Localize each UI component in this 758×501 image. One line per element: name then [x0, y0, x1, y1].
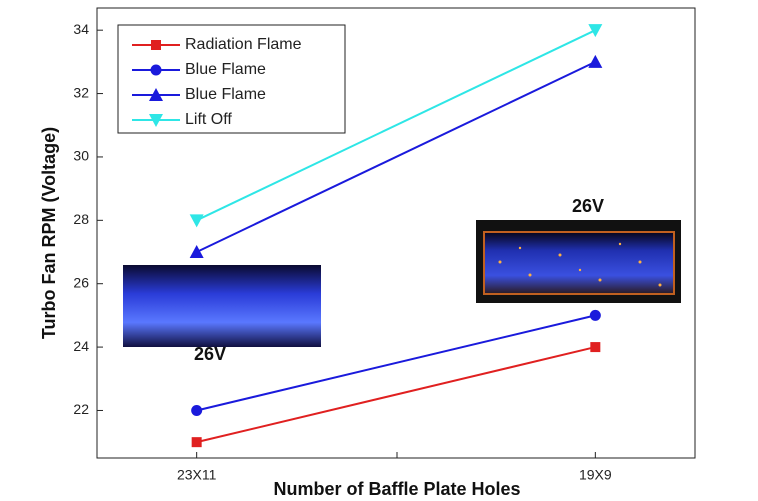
marker — [191, 437, 202, 448]
plot-frame — [96, 7, 696, 459]
y-tick-label: 34 — [73, 21, 89, 37]
legend-label: Blue Flame — [185, 86, 266, 103]
y-tick-label: 24 — [73, 338, 89, 354]
line — [196, 60, 596, 253]
line — [196, 314, 596, 412]
y-tick-label: 28 — [73, 211, 89, 227]
flame-photo — [123, 265, 321, 347]
x-axis-title: Number of Baffle Plate Holes — [273, 479, 520, 499]
marker — [589, 309, 601, 321]
marker — [588, 24, 603, 38]
marker — [149, 88, 163, 101]
legend: Radiation Flame Blue Flame Blue Flame Lift … — [117, 24, 346, 134]
marker — [149, 114, 163, 127]
legend-label: Lift Off — [185, 111, 232, 128]
marker — [590, 342, 601, 353]
legend-label: Radiation Flame — [185, 36, 302, 53]
marker — [150, 64, 162, 76]
y-tick-label: 22 — [73, 401, 89, 417]
y-axis-title: Turbo Fan RPM (Voltage) — [39, 127, 59, 339]
marker — [189, 214, 204, 228]
marker — [191, 404, 203, 416]
flame-sparks — [498, 242, 662, 287]
y-tick-label: 32 — [73, 84, 89, 100]
flame-photo-inner — [483, 231, 675, 295]
annotation: 26V — [572, 196, 604, 216]
x-tick-label: 23X11 — [177, 467, 217, 483]
marker — [151, 40, 161, 50]
line — [196, 29, 596, 222]
marker — [588, 54, 603, 68]
marker — [189, 245, 204, 259]
x-tick-label: 19X9 — [579, 467, 612, 483]
line — [196, 346, 596, 444]
legend-label: Blue Flame — [185, 61, 266, 78]
y-tick-label: 26 — [73, 274, 89, 290]
y-tick-label: 30 — [73, 148, 89, 164]
annotation: 26V — [194, 344, 226, 364]
